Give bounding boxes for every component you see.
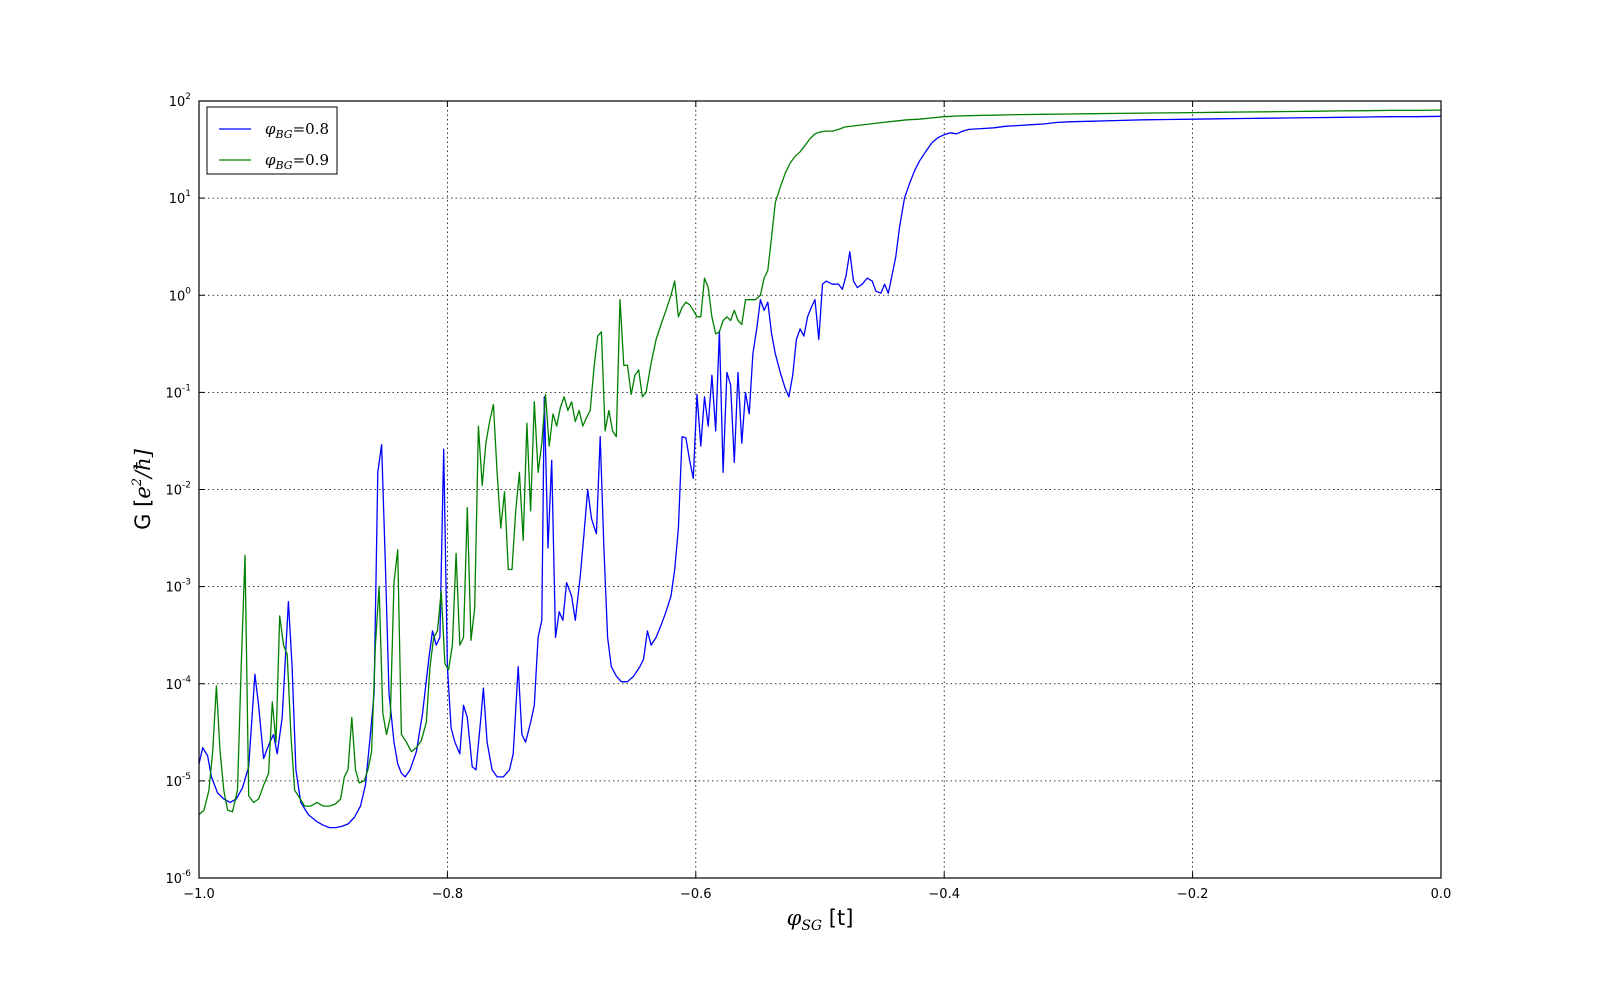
legend-label-1: φBG=0.8 <box>265 120 329 141</box>
x-axis-label-sub: SG <box>801 918 822 934</box>
x-axis-label-symbol: φ <box>787 906 802 930</box>
y-tick-label: 102 <box>169 92 191 110</box>
y-tick-label: 10-2 <box>165 481 191 499</box>
y-tick-label: 100 <box>169 286 192 304</box>
ticks <box>198 100 1442 879</box>
y-axis-label-sup: 2 <box>130 478 145 487</box>
legend: φBG=0.8 φBG=0.9 <box>206 106 338 175</box>
x-tick-label: 0.0 <box>1431 887 1452 902</box>
series-layer <box>198 109 1442 829</box>
tick-labels: −1.0 −0.8 −0.6 −0.4 −0.2 0.0 10-6 10-5 10-4 10-3 1… <box>165 92 1451 902</box>
y-axis-label-prefix: G [ <box>131 499 155 530</box>
x-axis-label: φSG [t] <box>787 906 854 934</box>
x-tick-label: −0.8 <box>432 887 464 902</box>
x-tick-label: −0.2 <box>1177 887 1209 902</box>
y-tick-label: 10-6 <box>165 869 191 887</box>
y-tick-label: 10-5 <box>165 772 191 790</box>
y-axis-label: G [e2/ħ] <box>130 448 155 529</box>
y-axis-label-rest: /ħ] <box>131 448 155 480</box>
x-tick-label: −0.6 <box>680 887 712 902</box>
x-tick-label: −1.0 <box>183 887 215 902</box>
series-line-1 <box>198 115 1442 829</box>
y-tick-label: 10-3 <box>165 578 191 596</box>
grid <box>199 101 1441 878</box>
legend-items: φBG=0.8 φBG=0.9 <box>219 120 329 172</box>
y-tick-label: 10-4 <box>165 675 191 693</box>
y-tick-label: 10-1 <box>165 383 191 401</box>
y-axis-label-e: e <box>131 486 155 498</box>
legend-label-2: φBG=0.9 <box>265 151 329 172</box>
y-tick-label: 101 <box>169 189 191 207</box>
x-axis-label-unit: [t] <box>822 906 853 930</box>
series-line-2 <box>198 109 1442 816</box>
x-tick-label: −0.4 <box>928 887 960 902</box>
legend-box <box>206 106 338 175</box>
